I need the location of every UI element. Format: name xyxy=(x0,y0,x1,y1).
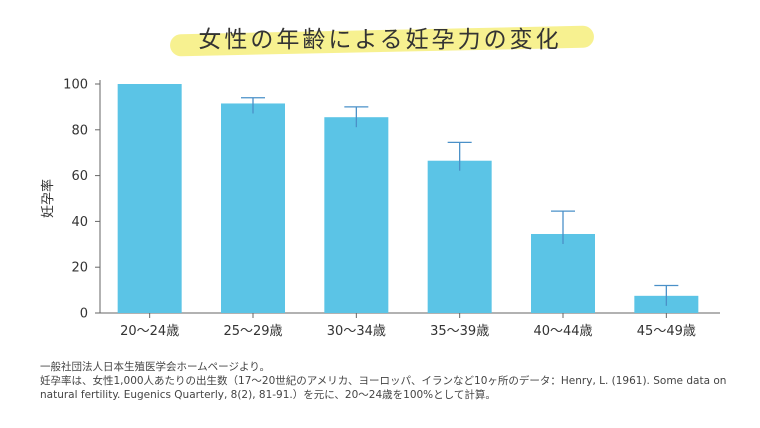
title-area: 女性の年齢による妊孕力の変化 xyxy=(0,0,760,60)
bar xyxy=(531,233,595,313)
footnote-line: 一般社団法人日本生殖医学会ホームページより。 xyxy=(40,361,271,373)
x-tick-label: 30〜34歳 xyxy=(327,324,386,339)
bar xyxy=(221,103,285,313)
x-tick-label: 25〜29歳 xyxy=(223,324,282,339)
x-tick-label: 35〜39歳 xyxy=(430,324,489,339)
y-ticks: 0 20 40 60 80 100 xyxy=(63,78,100,322)
chart-title: 女性の年齢による妊孕力の変化 xyxy=(198,27,562,53)
y-tick-label: 40 xyxy=(71,215,88,230)
bar-chart: 0 20 40 60 80 100 20〜24歳 25〜29歳 30〜34歳 35〜39歳 40〜… xyxy=(40,78,720,339)
footnote-line: 妊孕率は、女性1,000人あたりの出生数（17〜20世紀のアメリカ、ヨーロッパ、… xyxy=(40,375,727,387)
bars xyxy=(117,84,699,313)
bar xyxy=(117,84,182,313)
bar xyxy=(427,160,492,313)
y-tick-label: 20 xyxy=(71,261,88,276)
footnote: 一般社団法人日本生殖医学会ホームページより。 妊孕率は、女性1,000人あたりの… xyxy=(40,360,740,402)
footnote-line: natural fertility. Eugenics Quarterly, 8… xyxy=(40,389,496,401)
category-labels: 20〜24歳 25〜29歳 30〜34歳 35〜39歳 40〜44歳 45〜49歳 xyxy=(120,313,696,339)
y-tick-label: 100 xyxy=(63,78,88,93)
x-tick-label: 45〜49歳 xyxy=(637,324,696,339)
axes xyxy=(99,80,720,314)
y-axis-label: 妊孕率 xyxy=(40,179,56,218)
x-tick-label: 20〜24歳 xyxy=(120,324,179,339)
y-tick-label: 80 xyxy=(71,123,88,138)
x-tick-label: 40〜44歳 xyxy=(533,324,592,339)
y-tick-label: 0 xyxy=(80,307,88,322)
error-bars xyxy=(241,97,679,306)
bar xyxy=(324,117,389,313)
y-tick-label: 60 xyxy=(71,169,88,184)
